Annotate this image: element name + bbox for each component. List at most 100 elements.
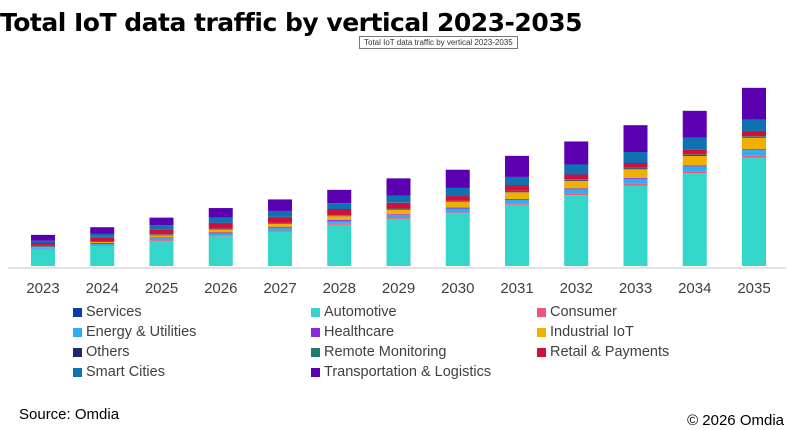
bar-segment-consumer-2024 [90, 244, 115, 246]
bar-segment-smart-cities-2034 [682, 137, 707, 150]
bar-segment-retail-payments-2035 [742, 131, 766, 137]
bar-segment-automotive-2028 [327, 224, 352, 266]
legend-label: Smart Cities [86, 364, 165, 380]
legend-swatch [537, 327, 546, 337]
bar-segment-smart-cities-2031 [505, 176, 529, 186]
title-tooltip: Total IoT data traffic by vertical 2023-… [359, 36, 518, 49]
bar-segment-industrial-iot-2034 [682, 155, 707, 166]
bar-segment-energy-utilities-2035 [742, 150, 766, 156]
bar-segment-healthcare-2029 [386, 214, 411, 216]
stacked-bar-chart: 2023 2024 2025 2026 2027 2028 2029 2030 2031 2032… [8, 87, 786, 297]
bar-segment-healthcare-2025 [149, 237, 174, 239]
source-note: Source: Omdia [19, 406, 120, 423]
legend-swatch [73, 307, 82, 317]
bar-segment-transportation-logistics-2033 [623, 125, 648, 153]
bar-segment-automotive-2026 [208, 236, 233, 266]
bar-segment-smart-cities-2027 [268, 210, 292, 217]
bar-segment-industrial-iot-2035 [742, 137, 766, 150]
bar-segment-transportation-logistics-2029 [386, 178, 411, 196]
x-tick-label: 2033 [619, 280, 652, 297]
bar-segment-automotive-2024 [90, 245, 115, 266]
legend-swatch [73, 327, 82, 337]
bar-segment-retail-payments-2031 [505, 186, 529, 191]
bar-segment-consumer-2027 [268, 230, 292, 232]
bar-segment-healthcare-2035 [742, 149, 766, 151]
bar-segment-healthcare-2027 [268, 226, 292, 228]
bars-group [31, 87, 766, 266]
bar-segment-smart-cities-2035 [742, 119, 766, 131]
bar-segment-transportation-logistics-2035 [742, 87, 766, 120]
bar-segment-healthcare-2030 [445, 207, 470, 209]
legend-item-automotive: Automotive [311, 304, 397, 320]
bar-segment-transportation-logistics-2027 [268, 199, 292, 211]
x-tick-label: 2024 [86, 280, 119, 297]
bar-segment-retail-payments-2024 [90, 237, 115, 242]
bar-segment-automotive-2034 [682, 173, 707, 266]
legend-label: Remote Monitoring [324, 344, 447, 360]
legend-swatch [311, 367, 320, 377]
bar-segment-automotive-2025 [149, 241, 174, 266]
legend-label: Services [86, 304, 142, 320]
bar-segment-retail-payments-2027 [268, 217, 292, 223]
bar-segment-industrial-iot-2031 [505, 192, 529, 199]
bar-segment-smart-cities-2030 [445, 187, 470, 196]
legend-item-industrial-iot: Industrial IoT [537, 324, 634, 340]
bar-segment-others-2032 [564, 179, 589, 181]
bar-segment-automotive-2031 [505, 204, 529, 266]
bar-segment-energy-utilities-2029 [386, 215, 411, 219]
bar-segment-automotive-2033 [623, 185, 648, 266]
bar-segment-industrial-iot-2026 [208, 229, 233, 233]
bar-segment-smart-cities-2024 [90, 233, 115, 237]
copyright-note: © 2026 Omdia [687, 412, 784, 429]
bar-segment-others-2031 [505, 191, 529, 193]
bar-segment-others-2033 [623, 168, 648, 170]
bar-segment-healthcare-2034 [682, 165, 707, 167]
legend-item-smart-cities: Smart Cities [73, 364, 165, 380]
bar-segment-others-2035 [742, 136, 766, 138]
bar-segment-transportation-logistics-2030 [445, 169, 470, 188]
legend-item-energy-utilities: Energy & Utilities [73, 324, 196, 340]
x-tick-label: 2025 [145, 280, 178, 297]
legend-item-healthcare: Healthcare [311, 324, 394, 340]
bar-segment-smart-cities-2029 [386, 195, 411, 203]
bar-segment-energy-utilities-2026 [208, 233, 233, 236]
x-tick-label: 2029 [382, 280, 415, 297]
bar-segment-transportation-logistics-2028 [327, 189, 352, 204]
bar-segment-consumer-2031 [505, 203, 529, 205]
bar-segment-transportation-logistics-2025 [149, 217, 174, 226]
legend-swatch [311, 307, 320, 317]
bar-segment-industrial-iot-2024 [90, 242, 115, 244]
bar-segment-energy-utilities-2032 [564, 189, 589, 194]
bar-segment-energy-utilities-2024 [90, 243, 115, 245]
bar-segment-automotive-2032 [564, 195, 589, 266]
bar-segment-energy-utilities-2034 [682, 166, 707, 172]
bar-segment-transportation-logistics-2024 [90, 227, 115, 234]
legend-swatch [311, 327, 320, 337]
legend-swatch [537, 307, 546, 317]
bar-segment-retail-payments-2025 [149, 229, 174, 235]
bar-segment-automotive-2030 [445, 213, 470, 266]
bar-segment-retail-payments-2032 [564, 174, 589, 180]
bar-segment-consumer-2023 [31, 248, 55, 250]
bar-segment-smart-cities-2032 [564, 164, 589, 175]
legend-label: Retail & Payments [550, 344, 670, 360]
bar-segment-industrial-iot-2030 [445, 201, 470, 208]
legend-label: Automotive [324, 304, 397, 320]
legend-item-transportation-logistics: Transportation & Logistics [311, 364, 491, 380]
bar-segment-consumer-2030 [445, 212, 470, 214]
legend-item-others: Others [73, 344, 130, 360]
bar-segment-consumer-2034 [682, 171, 707, 174]
x-tick-label: 2031 [500, 280, 533, 297]
bar-segment-transportation-logistics-2034 [682, 110, 707, 138]
bar-segment-energy-utilities-2031 [505, 199, 529, 204]
x-tick-labels: 2023 2024 2025 2026 2027 2028 2029 2030 2031 2032… [26, 280, 770, 297]
legend-item-consumer: Consumer [537, 304, 617, 320]
bar-segment-consumer-2033 [623, 183, 648, 186]
bar-segment-retail-payments-2030 [445, 196, 470, 201]
legend-label: Others [86, 344, 130, 360]
x-tick-label: 2027 [263, 280, 296, 297]
bar-segment-healthcare-2024 [90, 243, 115, 244]
bar-segment-industrial-iot-2025 [149, 235, 174, 238]
bar-segment-smart-cities-2026 [208, 217, 233, 223]
bar-segment-retail-payments-2023 [31, 243, 55, 246]
